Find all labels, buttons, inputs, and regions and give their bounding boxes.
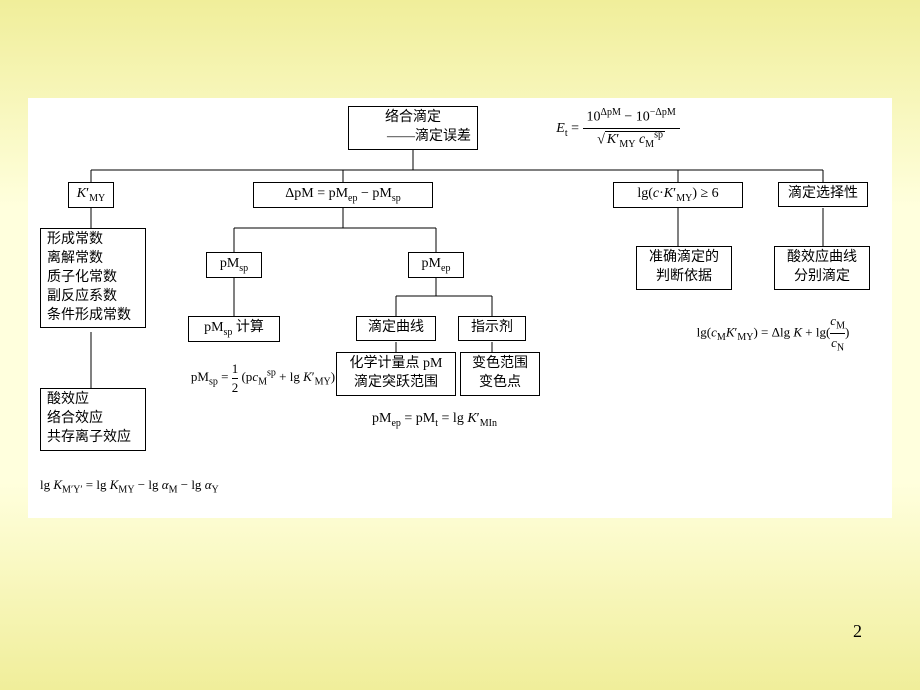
connector-lines xyxy=(28,98,892,518)
node-effects: 酸效应 络合效应 共存离子效应 xyxy=(40,388,146,451)
constants-l2: 离解常数 xyxy=(47,250,139,269)
node-curve: 滴定曲线 xyxy=(356,316,436,341)
node-delta-pm: ΔpM = pMep − pMsp xyxy=(253,182,433,208)
color-l1: 变色范围 xyxy=(467,355,533,374)
constants-l5: 条件形成常数 xyxy=(47,307,139,326)
page-number: 2 xyxy=(853,621,862,642)
root-line1: 络合滴定 xyxy=(355,109,471,128)
eq-lgcm: lg(cMK′MY) = Δlg K + lg(cMcN) xyxy=(648,310,898,357)
effects-l1: 酸效应 xyxy=(47,391,139,410)
accurate-l2: 判断依据 xyxy=(643,268,725,287)
node-stoich: 化学计量点 pM 滴定突跃范围 xyxy=(336,352,456,396)
eq-pmep: pMep = pMt = lg K′MIn xyxy=(366,408,503,432)
node-kmy: K′MY xyxy=(68,182,114,208)
node-color: 变色范围 变色点 xyxy=(460,352,540,396)
acidcurve-l2: 分别滴定 xyxy=(781,268,863,287)
node-pmep: pMep xyxy=(408,252,464,278)
constants-l1: 形成常数 xyxy=(47,231,139,250)
node-indicator: 指示剂 xyxy=(458,316,526,341)
eq-et: Et = 10ΔpM − 10−ΔpM √K′MY cMsp xyxy=(498,104,738,154)
constants-l3: 质子化常数 xyxy=(47,269,139,288)
effects-l2: 络合效应 xyxy=(47,410,139,429)
node-pmsp-calc: pMsp 计算 xyxy=(188,316,280,342)
eq-pmsp: pMsp = 12 (pcMsp + lg K′MY) xyxy=(163,358,363,398)
node-selectivity: 滴定选择性 xyxy=(778,182,868,207)
eq-lgkmy: lg KM′Y′ = lg KMY − lg αM − lg αY xyxy=(34,474,225,499)
node-pmsp: pMsp xyxy=(206,252,262,278)
stoich-l2: 滴定突跃范围 xyxy=(343,374,449,393)
node-constants: 形成常数 离解常数 质子化常数 副反应系数 条件形成常数 xyxy=(40,228,146,328)
node-root: 络合滴定 ——滴定误差 xyxy=(348,106,478,150)
effects-l3: 共存离子效应 xyxy=(47,429,139,448)
node-accurate: 准确滴定的 判断依据 xyxy=(636,246,732,290)
diagram-panel: 络合滴定 ——滴定误差 Et = 10ΔpM − 10−ΔpM √K′MY cM… xyxy=(28,98,892,518)
color-l2: 变色点 xyxy=(467,374,533,393)
constants-l4: 副反应系数 xyxy=(47,288,139,307)
stoich-l1: 化学计量点 pM xyxy=(343,355,449,374)
accurate-l1: 准确滴定的 xyxy=(643,249,725,268)
node-acid-curve: 酸效应曲线 分别滴定 xyxy=(774,246,870,290)
node-lgck: lg(c·K′MY) ≥ 6 xyxy=(613,182,743,208)
root-line2: ——滴定误差 xyxy=(355,128,471,147)
acidcurve-l1: 酸效应曲线 xyxy=(781,249,863,268)
